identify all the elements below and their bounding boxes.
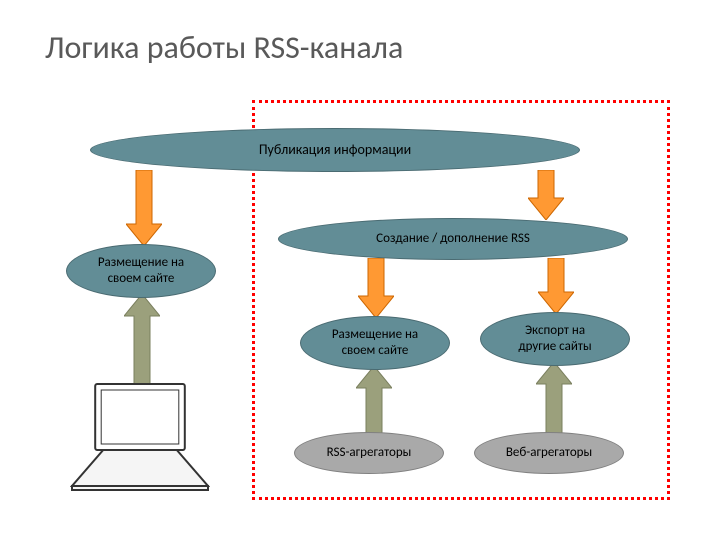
node-create-rss: Создание / дополнение RSS	[278, 218, 628, 260]
node-rss-aggregators: RSS-агрегаторы	[294, 432, 444, 474]
node-label: Публикация информации	[259, 142, 411, 159]
node-export-sites: Экспорт на другие сайты	[480, 312, 630, 366]
node-label: Размещение на своем сайте	[98, 255, 184, 286]
node-web-aggregators: Веб-агрегаторы	[474, 432, 624, 474]
arrow-pub-to-host1	[126, 170, 162, 246]
node-publication: Публикация информации	[90, 128, 580, 172]
arrow-create-to-export	[538, 258, 574, 314]
arrow-webagg-to-export	[536, 362, 572, 436]
slide-title: Логика работы RSS-канала	[45, 28, 403, 67]
node-label: Веб-агрегаторы	[506, 445, 592, 461]
arrow-pub-to-create	[528, 170, 564, 220]
arrow-rssagg-to-host2	[356, 366, 392, 436]
node-label: Создание / дополнение RSS	[376, 231, 530, 247]
node-label: RSS-агрегаторы	[327, 445, 412, 461]
arrow-create-to-host2	[358, 258, 394, 318]
node-label: Размещение на своем сайте	[332, 327, 418, 358]
laptop-icon	[70, 382, 210, 492]
node-host-own-site-2: Размещение на своем сайте	[300, 316, 450, 370]
node-host-own-site-1: Размещение на своем сайте	[66, 244, 216, 298]
node-label: Экспорт на другие сайты	[518, 323, 591, 354]
arrow-laptop-to-host1	[124, 294, 160, 390]
